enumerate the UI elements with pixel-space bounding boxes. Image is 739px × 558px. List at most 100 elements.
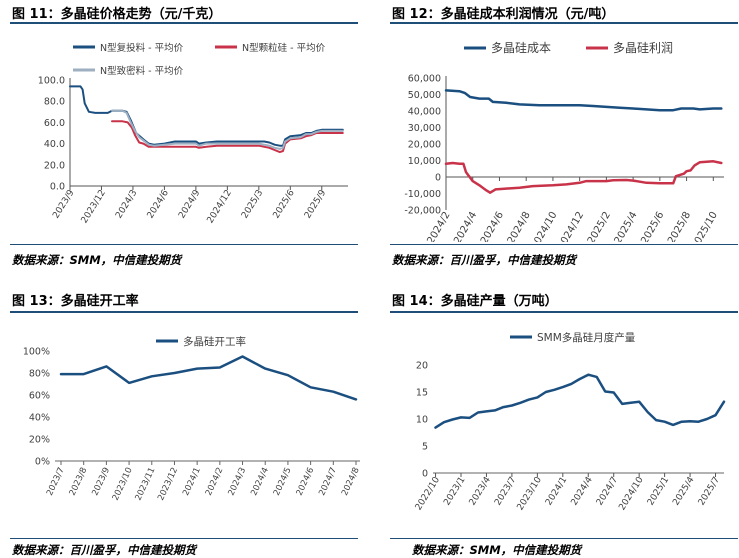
legend-label-1: N型复投料 - 平均价	[100, 42, 184, 54]
y-tick-label: 40.0	[44, 139, 65, 150]
chart-13-bottom-rule	[10, 538, 358, 539]
x-tick-label: 2022/10	[414, 475, 442, 512]
y-tick-label: 100%	[23, 347, 50, 358]
x-tick-label: 2025/7	[697, 475, 722, 507]
x-tick-label: 2024/6	[479, 210, 506, 242]
legend-label-3: N型致密料 - 平均价	[100, 65, 184, 77]
series-line-1	[434, 373, 726, 429]
x-tick-label: 2024/6	[295, 466, 317, 497]
y-tick-label: 50,000	[408, 90, 441, 101]
chart-12-bottom-rule	[390, 244, 738, 245]
x-tick-label: 2024/3	[227, 466, 249, 497]
y-tick-label: 60,000	[408, 74, 441, 85]
x-tick-label: 2023/7	[493, 475, 518, 507]
y-tick-label: 60%	[29, 391, 50, 402]
y-tick-label: 20,000	[408, 140, 441, 151]
x-tick-label: 2023/11	[134, 466, 158, 502]
y-tick-label: 100.0	[38, 76, 65, 87]
series-line-1	[59, 355, 358, 401]
chart-12-source: 数据来源：百川盈孚，中信建投期货	[392, 253, 576, 267]
x-tick-label: 2023/8	[68, 466, 90, 497]
chart-13-title: 图 13：多晶硅开工率	[12, 294, 139, 309]
x-tick-label: 2024/1	[181, 466, 203, 497]
x-tick-label: 2025/2	[586, 210, 613, 242]
chart-12-cost-profit: -20,000 -10,000 0 10,000 20,000 30,000 40,000 5…	[404, 41, 724, 242]
y-tick-label: 0	[422, 469, 428, 480]
x-tick-label: 2024/1	[544, 475, 569, 507]
y-tick-label: 5	[422, 442, 428, 453]
series-line-3	[111, 109, 344, 150]
chart-12-top-rule	[390, 22, 738, 24]
x-tick-label: 2024/6	[146, 188, 171, 220]
x-tick-label: 2025/1	[646, 475, 671, 507]
series-line-2	[111, 120, 344, 154]
x-tick-label: 2023/7	[45, 466, 67, 497]
y-tick-label: 30,000	[408, 123, 441, 134]
y-tick-label: 0	[435, 173, 441, 184]
y-tick-label: 10	[416, 415, 428, 426]
chart-14-top-rule	[390, 311, 738, 313]
x-tick-label: 2025/10	[690, 210, 720, 242]
chart-11-source: 数据来源：SMM，中信建投期货	[12, 253, 182, 267]
chart-14-title: 图 14：多晶硅产量（万吨）	[392, 294, 558, 309]
x-tick-label: 2023/4	[468, 475, 493, 507]
x-tick-label: 2025/3	[240, 188, 265, 220]
x-tick-label: 2025/9	[303, 188, 328, 220]
legend-label-2: 多晶硅利润	[613, 41, 673, 55]
x-tick-label: 2023/12	[80, 188, 108, 225]
legend-label-1: 多晶硅成本	[491, 41, 551, 55]
x-tick-label: 2024/8	[340, 466, 360, 497]
y-tick-label: 0%	[35, 457, 50, 468]
y-tick-label: 40,000	[408, 107, 441, 118]
y-tick-label: 20	[416, 361, 428, 372]
x-tick-label: 2024/7	[317, 466, 339, 497]
x-tick-label: 2024/10	[529, 210, 559, 242]
y-tick-label: 0.0	[50, 182, 65, 193]
y-tick-label: -20,000	[404, 206, 441, 217]
x-tick-label: 2024/2	[204, 466, 226, 497]
y-tick-label: 20.0	[44, 160, 65, 171]
x-tick-label: 2023/1	[442, 475, 467, 507]
chart-13-top-rule	[10, 311, 358, 313]
x-tick-label: 2023/10	[516, 475, 544, 512]
chart-11-bottom-rule	[10, 244, 358, 245]
x-tick-label: 2025/8	[666, 210, 693, 242]
series-line-1	[69, 85, 344, 147]
x-tick-label: 2024/12	[206, 188, 234, 225]
series-line-1	[444, 89, 723, 112]
chart-11-title: 图 11：多晶硅价格走势（元/千克）	[12, 7, 222, 22]
chart-13-utilization: 0%20%40%60%80%100%2023/7 2023/8 2023/92023…	[23, 335, 360, 502]
y-tick-label: 20%	[29, 435, 50, 446]
x-tick-label: 2024/4	[452, 210, 479, 242]
x-tick-label: 2023/12	[156, 466, 180, 502]
x-tick-label: 2024/9	[177, 188, 202, 220]
chart-14-source: 数据来源：SMM，中信建投期货	[412, 543, 582, 557]
y-tick-label: 60.0	[44, 118, 65, 129]
x-tick-label: 2023/9	[90, 466, 112, 497]
y-tick-label: 80%	[29, 369, 50, 380]
y-tick-label: 15	[416, 388, 428, 399]
x-tick-label: 2024/12	[556, 210, 586, 242]
x-tick-label: 2025/6	[272, 188, 297, 220]
x-tick-label: 2024/10	[617, 475, 645, 512]
y-tick-label: 10,000	[408, 156, 441, 167]
x-tick-label: 2023/9	[51, 188, 76, 220]
x-tick-label: 2025/4	[613, 210, 640, 242]
chart-14-bottom-rule	[390, 538, 738, 539]
x-tick-label: 2024/5	[272, 466, 294, 497]
x-tick-label: 2024/8	[506, 210, 533, 242]
x-tick-label: 2025/4	[671, 475, 696, 507]
chart-12-title: 图 12：多晶硅成本利润情况（元/吨）	[392, 7, 615, 22]
legend-label-1: SMM多晶硅月度产量	[537, 331, 636, 344]
x-tick-label: 2024/7	[595, 475, 620, 507]
x-tick-label: 2024/3	[114, 188, 139, 220]
x-tick-label: 2024/4	[570, 475, 595, 507]
y-tick-label: 80.0	[44, 97, 65, 108]
legend-label-1: 多晶硅开工率	[183, 335, 246, 348]
x-tick-label: 2025/6	[639, 210, 666, 242]
chart-13-source: 数据来源：百川盈孚，中信建投期货	[12, 543, 196, 557]
series-line-2	[444, 160, 723, 194]
x-tick-label: 2023/10	[111, 466, 135, 502]
legend-label-2: N型颗粒硅 - 平均价	[242, 42, 326, 54]
